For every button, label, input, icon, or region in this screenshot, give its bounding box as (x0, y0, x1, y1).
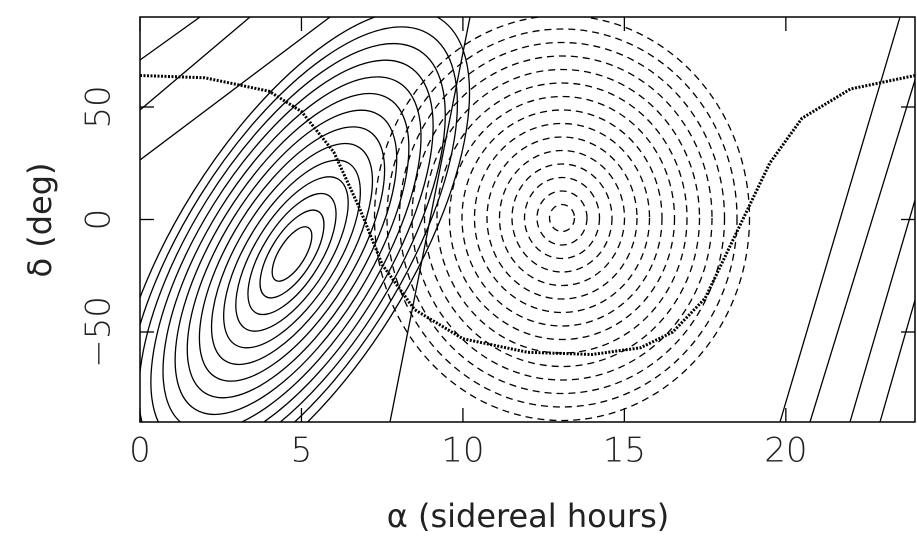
solid-contour (150, 59, 434, 422)
dashed-contour (386, 28, 738, 408)
x-tick-label: 0 (129, 431, 151, 471)
y-tick-label: 50 (79, 85, 119, 128)
x-tick-label: 20 (764, 431, 807, 471)
dashed-contour (448, 95, 676, 341)
solid-contour (198, 126, 386, 382)
line-series (139, 74, 916, 357)
contours (140, 17, 915, 422)
solid-contour (140, 17, 471, 422)
dashed-contour (511, 163, 613, 273)
x-tick-label: 10 (441, 431, 484, 471)
contour-line (809, 79, 915, 422)
contour-line (140, 17, 251, 111)
dashed-contour (548, 203, 576, 233)
solid-contour (247, 192, 337, 316)
y-axis-label: δ (deg) (21, 162, 59, 277)
x-axis-label: α (sidereal hours) (387, 497, 670, 535)
dashed-contour (423, 68, 701, 368)
dashed-contour (498, 149, 626, 287)
solid-contour (162, 76, 422, 422)
contour-line (140, 17, 331, 161)
dashed-contour (373, 17, 751, 422)
contour-line (879, 299, 915, 422)
dashed-contour (536, 190, 588, 246)
dashed-contour (411, 55, 713, 381)
dashed-contour (523, 176, 601, 260)
dashed-contour (473, 122, 651, 314)
solid-contour (235, 176, 349, 332)
contour-line (779, 17, 901, 422)
solid-contour (210, 142, 374, 366)
dashed-contour (486, 136, 638, 300)
solid-contour (271, 226, 313, 282)
y-tick-label: 0 (79, 209, 119, 231)
dashed-contour (398, 41, 726, 395)
solid-contour (140, 26, 459, 422)
contour-line (140, 17, 201, 61)
contour-line (849, 199, 915, 422)
x-tick-label: 5 (291, 431, 313, 471)
y-tick-label: −50 (79, 296, 119, 368)
solid-contour (259, 209, 325, 299)
dashed-contour (461, 109, 663, 327)
solid-contour (140, 42, 446, 422)
solid-contour (223, 159, 361, 349)
solid-contour (186, 109, 398, 399)
contour-line (389, 17, 471, 422)
dashed-contour (436, 82, 688, 354)
solid-contour (174, 92, 410, 416)
x-tick-label: 15 (603, 431, 646, 471)
